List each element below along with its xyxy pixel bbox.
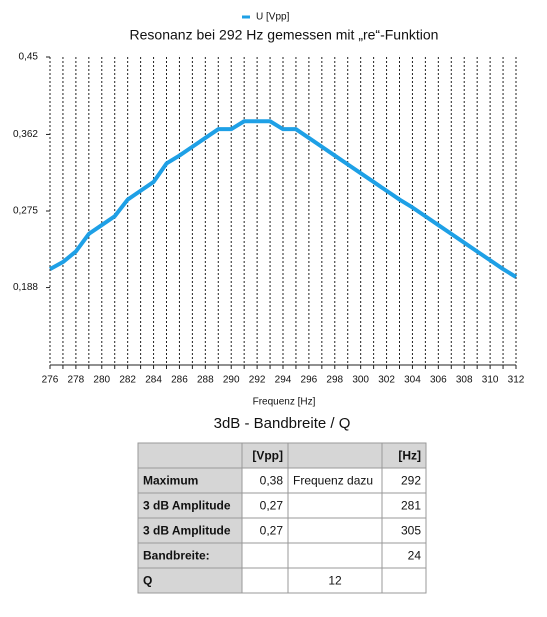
x-tick-label: 276 <box>42 375 59 386</box>
x-tick-label: 286 <box>171 375 188 386</box>
table-text: 0,27 <box>260 499 284 513</box>
table-text: Q <box>143 574 152 588</box>
y-tick-label: 0,362 <box>13 129 38 140</box>
table-cell <box>241 467 289 494</box>
x-tick-label: 306 <box>430 375 447 386</box>
table-text: 12 <box>328 574 342 588</box>
x-tick-label: 298 <box>326 375 343 386</box>
x-tick-label: 308 <box>456 375 473 386</box>
table-text: Maximum <box>143 474 198 488</box>
x-tick-label: 288 <box>197 375 214 386</box>
y-tick-label: 0,188 <box>13 282 38 293</box>
table-cell <box>241 517 289 544</box>
y-tick-label: 0,45 <box>19 52 39 63</box>
table-text: 24 <box>408 549 422 563</box>
y-tick-label: 0,275 <box>13 206 38 217</box>
table-cell <box>137 567 243 594</box>
table-text: 0,27 <box>260 524 284 538</box>
chart-title: Resonanz bei 292 Hz gemessen mit „re“-Fu… <box>130 27 439 43</box>
x-tick-label: 292 <box>249 375 266 386</box>
table-text: 305 <box>401 524 421 538</box>
x-tick-label: 310 <box>482 375 499 386</box>
table-cell <box>381 467 427 494</box>
table-cell <box>381 492 427 519</box>
table-text: 292 <box>401 474 421 488</box>
table-text: Frequenz dazu <box>293 474 373 488</box>
table-cell <box>241 442 289 469</box>
table-text: 3 dB Amplitude <box>143 499 231 513</box>
table-cell <box>241 542 289 569</box>
x-tick-label: 302 <box>378 375 395 386</box>
x-tick-label: 312 <box>508 375 525 386</box>
table-cell <box>137 442 243 469</box>
table-cell <box>287 467 383 494</box>
table-text: [Vpp] <box>252 449 283 463</box>
legend-label: U [Vpp] <box>256 12 290 23</box>
x-tick-label: 296 <box>301 375 318 386</box>
table-cell <box>137 467 243 494</box>
x-tick-label: 278 <box>68 375 85 386</box>
x-tick-label: 284 <box>145 375 162 386</box>
table-cell <box>287 442 383 469</box>
x-tick-label: 294 <box>275 375 292 386</box>
x-axis-label: Frequenz [Hz] <box>253 397 316 408</box>
table-cell <box>287 542 383 569</box>
table-cell <box>287 567 383 594</box>
table-text: 0,38 <box>260 474 284 488</box>
x-tick-label: 282 <box>119 375 136 386</box>
x-tick-label: 300 <box>352 375 369 386</box>
table-cell <box>381 567 427 594</box>
data-line <box>49 119 518 279</box>
table-cell <box>287 492 383 519</box>
x-tick-label: 290 <box>223 375 240 386</box>
table-cell <box>381 517 427 544</box>
x-tick-label: 280 <box>93 375 110 386</box>
x-tick-label: 304 <box>404 375 421 386</box>
table-text: Bandbreite: <box>143 549 210 563</box>
table-title: 3dB - Bandbreite / Q <box>214 415 351 432</box>
table-cell <box>241 567 289 594</box>
table-text: 3 dB Amplitude <box>143 524 231 538</box>
table-cell <box>287 517 383 544</box>
table-text: [Hz] <box>398 449 421 463</box>
table-text: 281 <box>401 499 421 513</box>
table-cell <box>137 542 243 569</box>
